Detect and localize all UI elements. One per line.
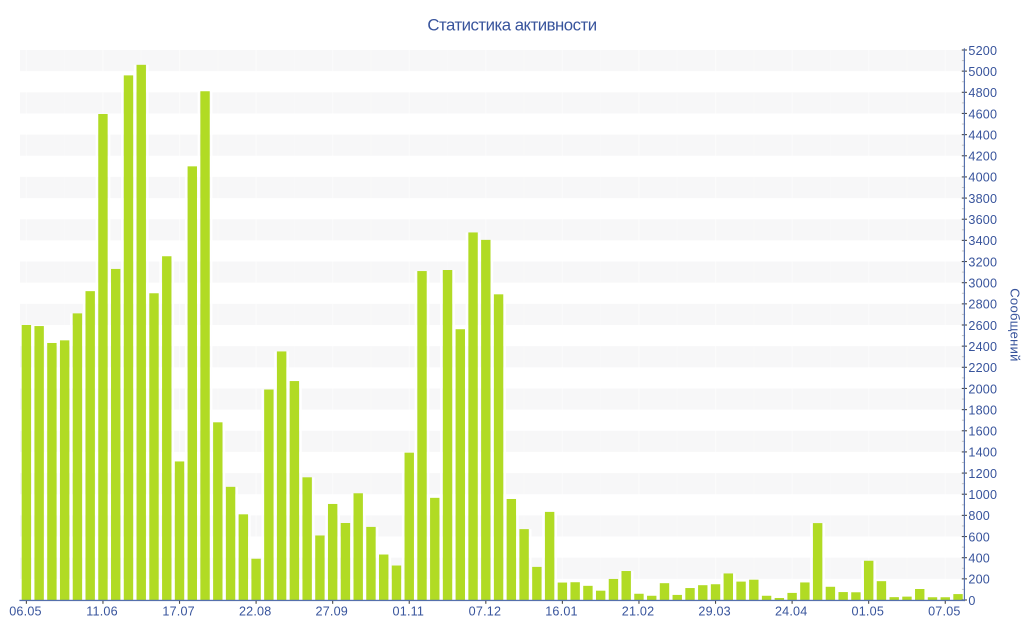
svg-text:1200: 1200 — [968, 467, 997, 481]
svg-text:3200: 3200 — [968, 255, 997, 269]
svg-text:3600: 3600 — [968, 213, 997, 227]
svg-text:400: 400 — [968, 551, 990, 565]
svg-text:24.04: 24.04 — [775, 604, 808, 618]
svg-text:4200: 4200 — [968, 150, 997, 164]
svg-text:600: 600 — [968, 530, 990, 544]
svg-text:17.07: 17.07 — [162, 604, 195, 618]
svg-text:3000: 3000 — [968, 276, 997, 290]
svg-text:11.06: 11.06 — [86, 604, 118, 618]
svg-text:4400: 4400 — [968, 128, 997, 142]
svg-text:800: 800 — [968, 509, 990, 523]
svg-text:01.05: 01.05 — [852, 604, 885, 618]
svg-text:5000: 5000 — [968, 65, 997, 79]
svg-text:2600: 2600 — [968, 319, 997, 333]
svg-text:07.12: 07.12 — [469, 604, 502, 618]
svg-text:27.09: 27.09 — [316, 604, 349, 618]
svg-text:4800: 4800 — [968, 86, 997, 100]
svg-text:3800: 3800 — [968, 192, 997, 206]
svg-text:1800: 1800 — [968, 403, 997, 417]
svg-text:1400: 1400 — [968, 446, 997, 460]
svg-text:07.05: 07.05 — [928, 604, 961, 618]
svg-text:200: 200 — [968, 573, 990, 587]
svg-text:2800: 2800 — [968, 298, 997, 312]
svg-text:16.01: 16.01 — [545, 604, 578, 618]
svg-text:2000: 2000 — [968, 382, 997, 396]
svg-text:3400: 3400 — [968, 234, 997, 248]
svg-text:01.11: 01.11 — [393, 604, 425, 618]
svg-text:4000: 4000 — [968, 171, 997, 185]
svg-text:06.05: 06.05 — [9, 604, 42, 618]
svg-text:5200: 5200 — [968, 44, 997, 58]
svg-text:21.02: 21.02 — [622, 604, 655, 618]
svg-text:1000: 1000 — [968, 488, 997, 502]
svg-text:22.08: 22.08 — [239, 604, 272, 618]
svg-text:29.03: 29.03 — [698, 604, 731, 618]
svg-text:Сообщений: Сообщений — [1007, 288, 1022, 361]
svg-text:0: 0 — [968, 594, 975, 608]
svg-text:4600: 4600 — [968, 107, 997, 121]
svg-text:Статистика активности: Статистика активности — [427, 16, 596, 35]
svg-text:2400: 2400 — [968, 340, 997, 354]
svg-text:2200: 2200 — [968, 361, 997, 375]
svg-text:1600: 1600 — [968, 425, 997, 439]
